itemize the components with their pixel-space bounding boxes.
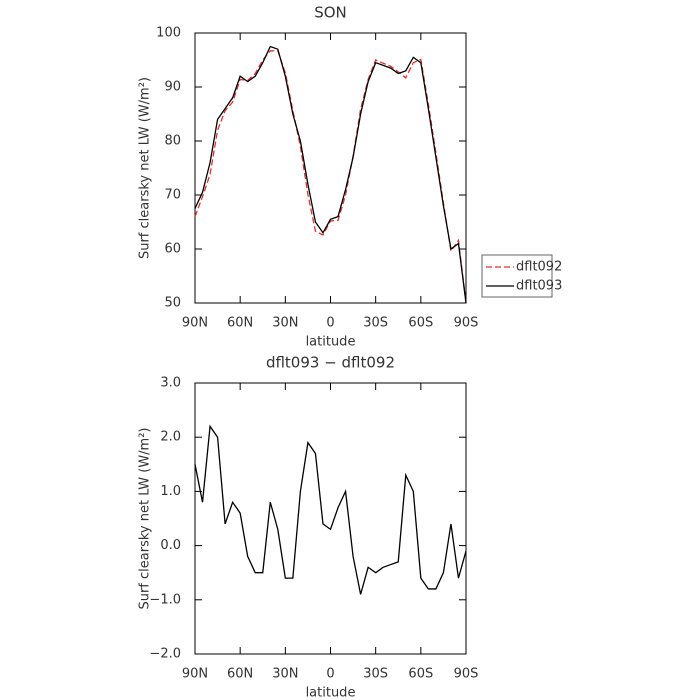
y-tick-label: 100 xyxy=(156,26,181,41)
x-tick-label: 90N xyxy=(182,316,208,331)
data-line xyxy=(194,424,467,595)
y-tick-label: 70 xyxy=(164,188,181,203)
x-tick-label: 0 xyxy=(326,667,334,682)
y-tick-label: 0.0 xyxy=(160,538,181,553)
y-tick-label: 2.0 xyxy=(160,430,181,445)
y-tick-label: 60 xyxy=(164,242,181,257)
y-tick-label: 50 xyxy=(164,296,181,311)
legend-box xyxy=(481,254,553,298)
legend-label: dflt093 xyxy=(516,279,562,294)
x-tick-label: 60N xyxy=(227,316,253,331)
x-tick-label: 30S xyxy=(363,316,388,331)
x-tick-label: 30N xyxy=(272,667,298,682)
x-tick-label: 90S xyxy=(454,667,479,682)
y-tick-label: −2.0 xyxy=(149,647,181,662)
y-tick-label: 1.0 xyxy=(160,484,181,499)
data-line xyxy=(194,50,467,303)
plot-frame xyxy=(194,382,467,655)
y-tick-label: −1.0 xyxy=(149,592,181,607)
plot-frame xyxy=(194,32,467,304)
x-tick-label: 0 xyxy=(326,316,334,331)
x-tick-label: 30S xyxy=(363,667,388,682)
y-tick-label: 80 xyxy=(164,134,181,149)
x-tick-label: 60S xyxy=(408,316,433,331)
x-tick-label: 30N xyxy=(272,316,298,331)
chart-title: SON xyxy=(314,4,347,22)
x-tick-label: 60S xyxy=(408,667,433,682)
y-axis-label: Surf clearsky net LW (W/m²) xyxy=(138,77,153,259)
y-tick-label: 90 xyxy=(164,80,181,95)
y-tick-label: 3.0 xyxy=(160,376,181,391)
x-axis-label: latitude xyxy=(306,335,356,350)
x-tick-label: 60N xyxy=(227,667,253,682)
x-tick-label: 90S xyxy=(454,316,479,331)
data-line xyxy=(194,45,467,304)
chart-title: dflt093 − dflt092 xyxy=(266,354,395,372)
y-axis-label: Surf clearsky net LW (W/m²) xyxy=(138,427,153,609)
x-axis-label: latitude xyxy=(306,686,356,700)
legend-label: dflt092 xyxy=(516,260,562,275)
x-tick-label: 90N xyxy=(182,667,208,682)
